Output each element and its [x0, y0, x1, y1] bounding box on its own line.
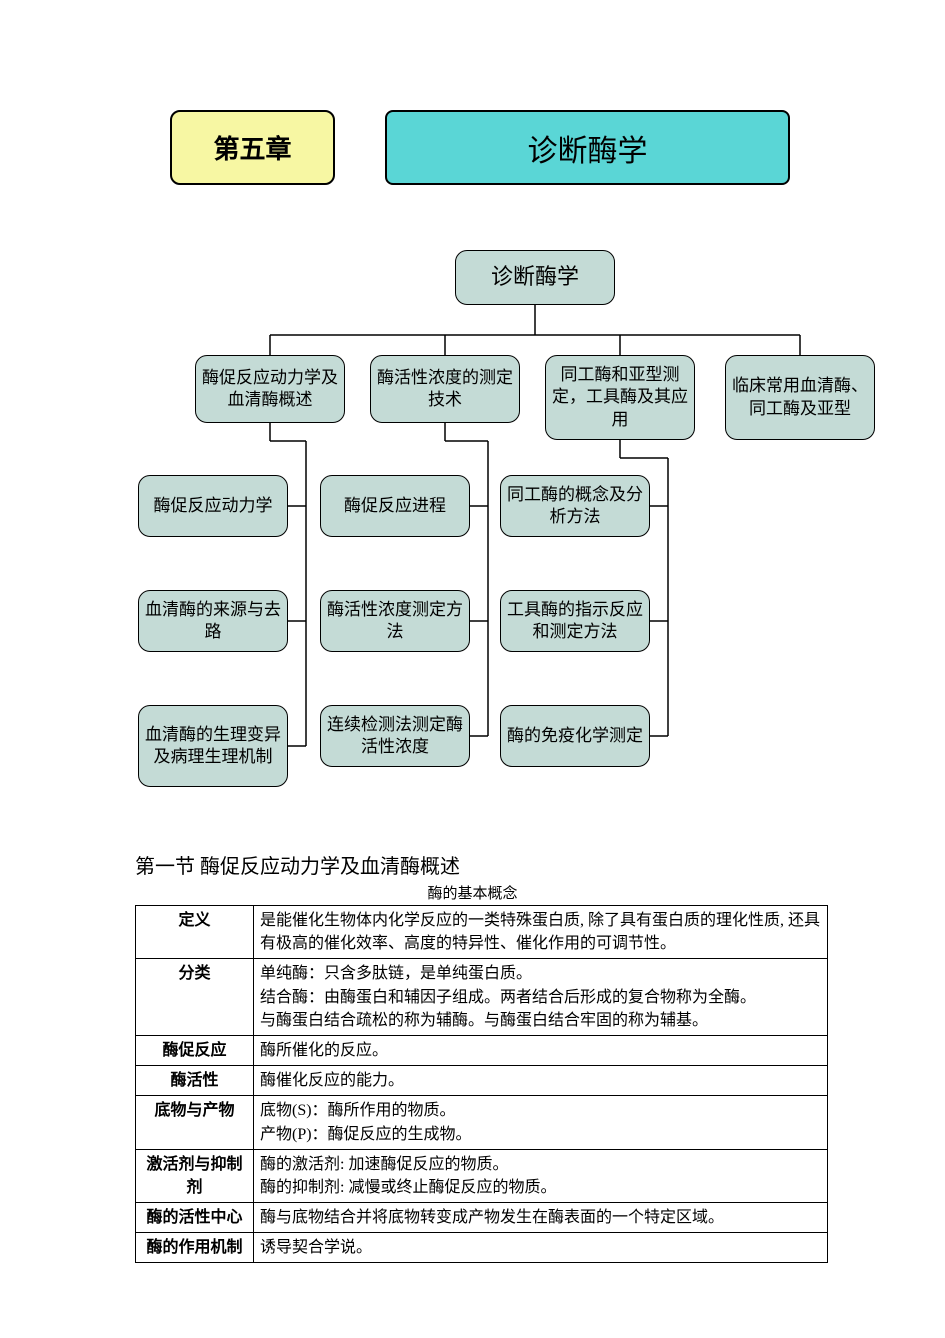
page: 第五章 诊断酶学 诊断酶学酶促反应动力学及血清酶概述酶活性浓度的测定技术同工酶和…	[0, 0, 945, 1338]
tree-node: 酶的免疫化学测定	[500, 705, 650, 767]
table-row-label: 激活剂与抑制剂	[136, 1149, 254, 1202]
table-row: 酶的活性中心酶与底物结合并将底物转变成产物发生在酶表面的一个特定区域。	[136, 1203, 828, 1233]
tree-node-label: 酶促反应进程	[344, 495, 446, 517]
tree-node-label: 血清酶的生理变异及病理生理机制	[145, 724, 281, 768]
table-row-label: 定义	[136, 906, 254, 959]
table-row-label: 底物与产物	[136, 1096, 254, 1149]
tree-node: 诊断酶学	[455, 250, 615, 305]
tree-node: 酶促反应进程	[320, 475, 470, 537]
table-caption: 酶的基本概念	[0, 882, 945, 903]
tree-node: 血清酶的来源与去路	[138, 590, 288, 652]
tree-node-label: 同工酶和亚型测定，工具酶及其应用	[552, 364, 688, 430]
chapter-label: 第五章	[213, 129, 291, 166]
tree-node-label: 酶活性浓度测定方法	[327, 599, 463, 643]
title-text: 诊断酶学	[528, 126, 648, 170]
table-row: 分类单纯酶：只含多肽链，是单纯蛋白质。结合酶：由酶蛋白和辅因子组成。两者结合后形…	[136, 959, 828, 1036]
tree-node: 同工酶和亚型测定，工具酶及其应用	[545, 355, 695, 440]
tree-node: 同工酶的概念及分析方法	[500, 475, 650, 537]
concept-table: 定义是能催化生物体内化学反应的一类特殊蛋白质, 除了具有蛋白质的理化性质, 还具…	[135, 905, 828, 1263]
table-row-value: 酶催化反应的能力。	[254, 1066, 828, 1096]
tree-node-label: 酶活性浓度的测定技术	[377, 367, 513, 411]
tree-node-label: 酶的免疫化学测定	[507, 725, 643, 747]
tree-node: 连续检测法测定酶活性浓度	[320, 705, 470, 767]
table-row-label: 分类	[136, 959, 254, 1036]
tree-node-label: 血清酶的来源与去路	[145, 599, 281, 643]
tree-node: 工具酶的指示反应和测定方法	[500, 590, 650, 652]
tree-node-label: 酶促反应动力学	[154, 495, 273, 517]
table-row: 激活剂与抑制剂酶的激活剂: 加速酶促反应的物质。酶的抑制剂: 减慢或终止酶促反应…	[136, 1149, 828, 1202]
table-row-value: 单纯酶：只含多肽链，是单纯蛋白质。结合酶：由酶蛋白和辅因子组成。两者结合后形成的…	[254, 959, 828, 1036]
tree-node-label: 连续检测法测定酶活性浓度	[327, 714, 463, 758]
table-row-label: 酶的活性中心	[136, 1203, 254, 1233]
table-row-label: 酶活性	[136, 1066, 254, 1096]
tree-node: 血清酶的生理变异及病理生理机制	[138, 705, 288, 787]
table-row-label: 酶的作用机制	[136, 1233, 254, 1263]
table-row: 底物与产物底物(S)：酶所作用的物质。产物(P)：酶促反应的生成物。	[136, 1096, 828, 1149]
tree-node: 酶促反应动力学及血清酶概述	[195, 355, 345, 423]
table-row-value: 酶与底物结合并将底物转变成产物发生在酶表面的一个特定区域。	[254, 1203, 828, 1233]
table-row-label: 酶促反应	[136, 1035, 254, 1065]
table-caption-text: 酶的基本概念	[427, 886, 517, 902]
table-row-value: 诱导契合学说。	[254, 1233, 828, 1263]
tree-node-label: 酶促反应动力学及血清酶概述	[202, 367, 338, 411]
tree-node: 临床常用血清酶、同工酶及亚型	[725, 355, 875, 440]
tree-node: 酶促反应动力学	[138, 475, 288, 537]
tree-node: 酶活性浓度测定方法	[320, 590, 470, 652]
table-row-value: 酶所催化的反应。	[254, 1035, 828, 1065]
table-row-value: 是能催化生物体内化学反应的一类特殊蛋白质, 除了具有蛋白质的理化性质, 还具有极…	[254, 906, 828, 959]
table-row-value: 酶的激活剂: 加速酶促反应的物质。酶的抑制剂: 减慢或终止酶促反应的物质。	[254, 1149, 828, 1202]
chapter-box: 第五章	[170, 110, 335, 185]
table-row: 酶活性酶催化反应的能力。	[136, 1066, 828, 1096]
tree-node-label: 临床常用血清酶、同工酶及亚型	[732, 375, 868, 419]
tree-node: 酶活性浓度的测定技术	[370, 355, 520, 423]
table-row-value: 底物(S)：酶所作用的物质。产物(P)：酶促反应的生成物。	[254, 1096, 828, 1149]
tree-node-label: 诊断酶学	[491, 263, 579, 292]
section-heading-text: 第一节 酶促反应动力学及血清酶概述	[135, 856, 460, 878]
table-row: 酶的作用机制诱导契合学说。	[136, 1233, 828, 1263]
section-heading: 第一节 酶促反应动力学及血清酶概述	[135, 850, 460, 879]
title-box: 诊断酶学	[385, 110, 790, 185]
tree-node-label: 工具酶的指示反应和测定方法	[507, 599, 643, 643]
table-row: 定义是能催化生物体内化学反应的一类特殊蛋白质, 除了具有蛋白质的理化性质, 还具…	[136, 906, 828, 959]
table-row: 酶促反应酶所催化的反应。	[136, 1035, 828, 1065]
tree-node-label: 同工酶的概念及分析方法	[507, 484, 643, 528]
